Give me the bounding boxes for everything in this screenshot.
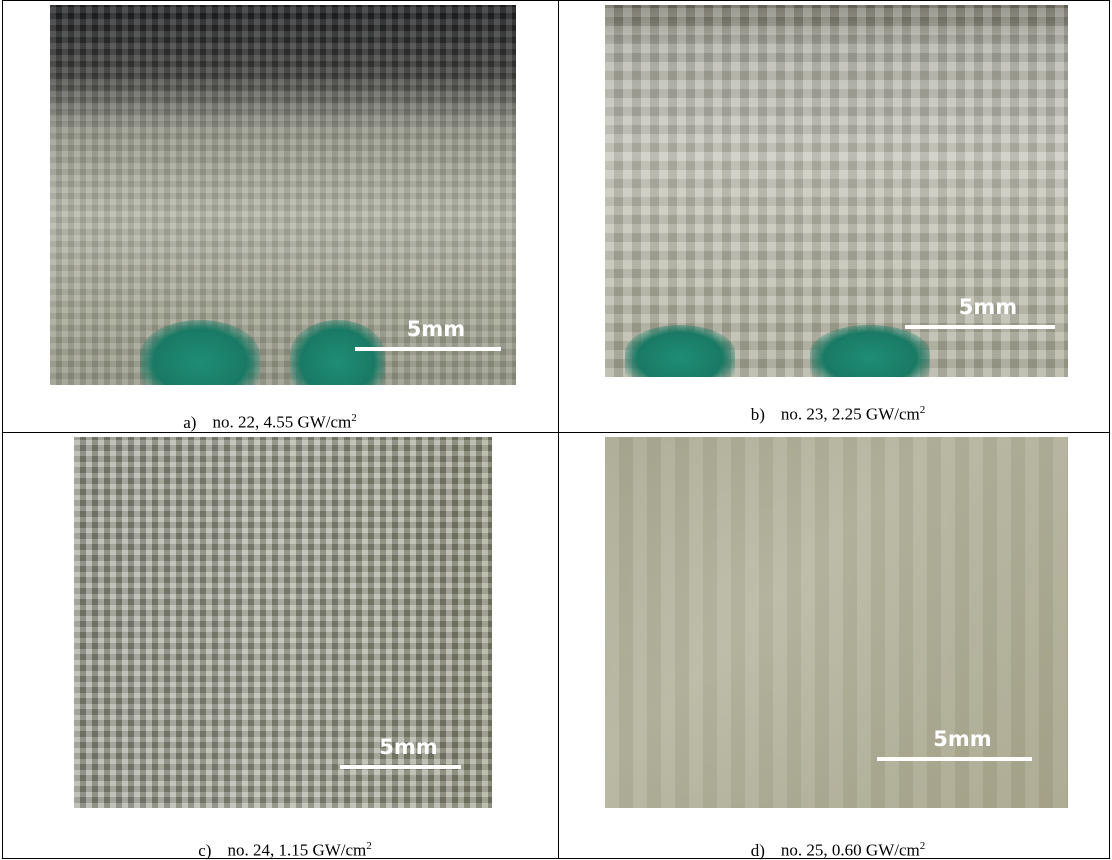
photo-texture: [74, 437, 492, 808]
unit-exponent: 2: [919, 840, 926, 852]
photo: [50, 5, 516, 385]
caption: d) no. 25, 0.60 GW/cm2: [751, 840, 926, 860]
green-marking: [290, 320, 385, 385]
green-marking: [810, 325, 930, 377]
photo: [605, 437, 1068, 808]
panel-label: b): [750, 404, 765, 424]
scale-bar-label: 5mm: [379, 735, 438, 759]
scale-bar-label: 5mm: [958, 295, 1018, 319]
unit-exponent: 2: [919, 404, 926, 416]
photo: [74, 437, 492, 808]
scale-bar: [340, 765, 461, 769]
scale-bar: [905, 325, 1055, 329]
unit-exponent: 2: [351, 412, 357, 424]
panel-label: c): [198, 840, 212, 860]
photo: [605, 5, 1068, 377]
panel-label: d): [750, 840, 765, 860]
caption-text: no. 23, 2.25 GW/cm: [780, 404, 920, 424]
panel-label: a): [183, 412, 197, 432]
caption-text: no. 25, 0.60 GW/cm: [780, 840, 920, 860]
caption: b) no. 23, 2.25 GW/cm2: [751, 404, 926, 425]
unit-exponent: 2: [366, 840, 372, 852]
scale-bar-label: 5mm: [406, 317, 466, 341]
photo-texture: [605, 5, 1068, 377]
table-cell: [558, 432, 1110, 859]
caption-text: no. 24, 1.15 GW/cm: [227, 840, 367, 860]
photo-texture: [50, 5, 516, 385]
scale-bar-label: 5mm: [933, 727, 992, 751]
scale-bar: [355, 347, 501, 351]
green-marking: [625, 325, 735, 377]
scale-bar: [877, 757, 1032, 761]
photo-texture: [605, 437, 1068, 808]
caption: c) no. 24, 1.15 GW/cm2: [198, 840, 372, 860]
caption-text: no. 22, 4.55 GW/cm: [212, 412, 352, 432]
caption: a) no. 22, 4.55 GW/cm2: [183, 412, 357, 433]
green-marking: [140, 320, 260, 385]
